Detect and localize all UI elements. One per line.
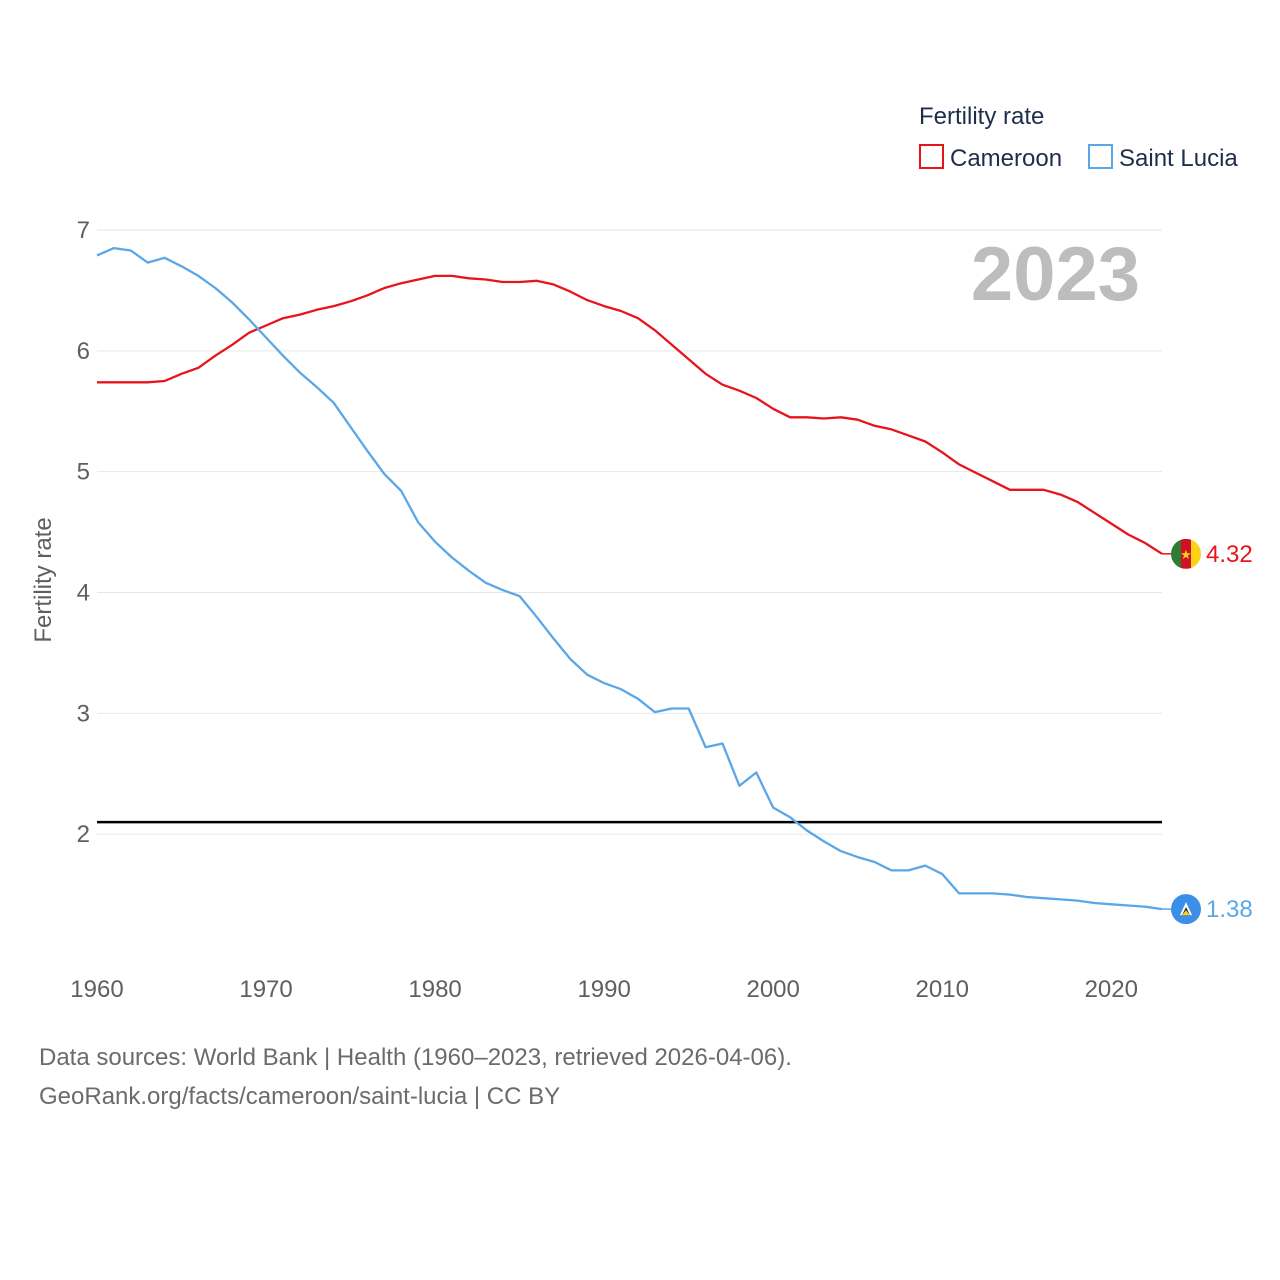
y-tick-label-7: 7	[77, 217, 90, 244]
x-tick-label-2000: 2000	[746, 976, 799, 1003]
legend-item-cameroon[interactable]: Cameroon	[919, 144, 1062, 172]
flag-icon-cameroon: ★	[1171, 538, 1201, 569]
legend-item-saint-lucia[interactable]: Saint Lucia	[1088, 144, 1238, 172]
x-tick-label-2010: 2010	[916, 976, 969, 1003]
legend-title: Fertility rate	[919, 103, 1044, 130]
x-tick-label-2020: 2020	[1085, 976, 1138, 1003]
source-line-2: GeoRank.org/facts/cameroon/saint-lucia |…	[39, 1083, 561, 1110]
y-tick-label-4: 4	[77, 580, 90, 607]
end-value-label-cameroon: 4.32	[1206, 541, 1253, 568]
source-line-1: Data sources: World Bank | Health (1960–…	[39, 1044, 792, 1071]
year-label: 2023	[971, 232, 1140, 317]
end-value-label-saint-lucia: 1.38	[1206, 896, 1253, 923]
y-tick-label-3: 3	[77, 700, 90, 727]
y-axis-title: Fertility rate	[30, 517, 57, 642]
x-tick-label-1970: 1970	[239, 976, 292, 1003]
axes: 2 3 4 5 6 7 1960 1970 1980 1990 2000 2010 2020	[70, 217, 1138, 1003]
flag-icon-saint-lucia	[1171, 894, 1201, 925]
grid-lines	[97, 229, 1162, 835]
y-tick-label-5: 5	[77, 459, 90, 486]
svg-text:★: ★	[1180, 548, 1192, 563]
legend-label-cameroon: Cameroon	[950, 145, 1062, 172]
legend-swatch-cameroon	[919, 144, 944, 169]
end-markers: ★ 4.32 1.38	[1162, 538, 1253, 925]
y-tick-label-6: 6	[77, 338, 90, 365]
legend-swatch-saint-lucia	[1088, 144, 1113, 169]
x-tick-label-1980: 1980	[408, 976, 461, 1003]
x-tick-label-1990: 1990	[577, 976, 630, 1003]
series-line-saint-lucia	[96, 246, 1163, 911]
legend: Fertility rate Cameroon Saint Lucia	[919, 103, 1238, 172]
series-lines	[96, 246, 1163, 911]
x-tick-label-1960: 1960	[70, 976, 123, 1003]
legend-label-saint-lucia: Saint Lucia	[1119, 145, 1238, 172]
series-line-cameroon	[97, 274, 1163, 555]
y-tick-label-2: 2	[77, 821, 90, 848]
